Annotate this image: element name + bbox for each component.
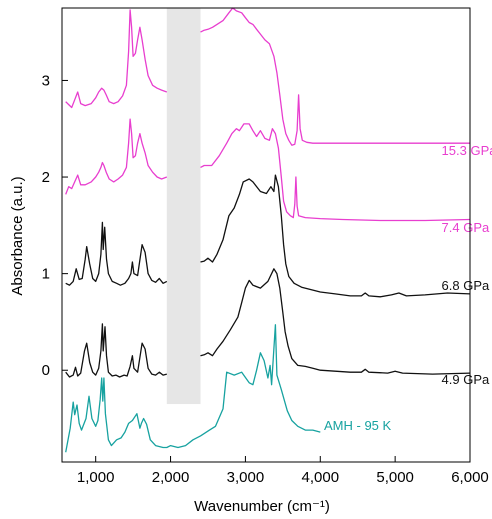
x-tick-label: 1,000 [77, 469, 115, 486]
x-tick-label: 6,000 [451, 469, 489, 486]
series-line-4-9-gpa-2 [200, 268, 471, 375]
series-line-amh-95-k-1 [65, 324, 321, 453]
x-tick-label: 3,000 [227, 469, 265, 486]
y-axis-title: Absorbance (a.u.) [9, 176, 26, 295]
series-label-amh-95-k: AMH - 95 K [324, 418, 392, 433]
x-tick-label: 4,000 [302, 469, 340, 486]
series-line-7-4-gpa-2 [200, 123, 471, 222]
series-label-4-9-gpa: 4.9 GPa [442, 372, 490, 387]
axes: 1,000 2,000 3,000 4,000 5,000 6,000 0 1 2 3 [42, 7, 489, 486]
series-line-6-8-gpa-2 [200, 174, 471, 298]
series-label-6-8-gpa: 6.8 GPa [442, 278, 490, 293]
series-line-6-8-gpa-1 [65, 221, 168, 286]
x-axis-title: Wavenumber (cm⁻¹) [194, 498, 330, 515]
excluded-band [166, 8, 201, 405]
plot-frame [61, 7, 471, 463]
series-line-15-3-gpa-1 [65, 9, 168, 109]
x-tick-label: 2,000 [152, 469, 190, 486]
y-tick-label: 0 [42, 362, 50, 379]
y-tick-label: 3 [42, 72, 50, 89]
series-label-15-3-gpa: 15.3 GPa [442, 143, 492, 158]
x-tick-label: 5,000 [376, 469, 414, 486]
plot-area: AMH - 95 K 4.9 GPa 6.8 GPa 7.4 GPa 15.3 GPa [65, 7, 492, 453]
y-tick-label: 2 [42, 169, 50, 186]
series-line-7-4-gpa-1 [65, 118, 168, 195]
series-label-7-4-gpa: 7.4 GPa [442, 220, 490, 235]
y-tick-label: 1 [42, 266, 50, 283]
series-line-15-3-gpa-2 [200, 7, 470, 146]
series-line-4-9-gpa-1 [65, 323, 167, 378]
